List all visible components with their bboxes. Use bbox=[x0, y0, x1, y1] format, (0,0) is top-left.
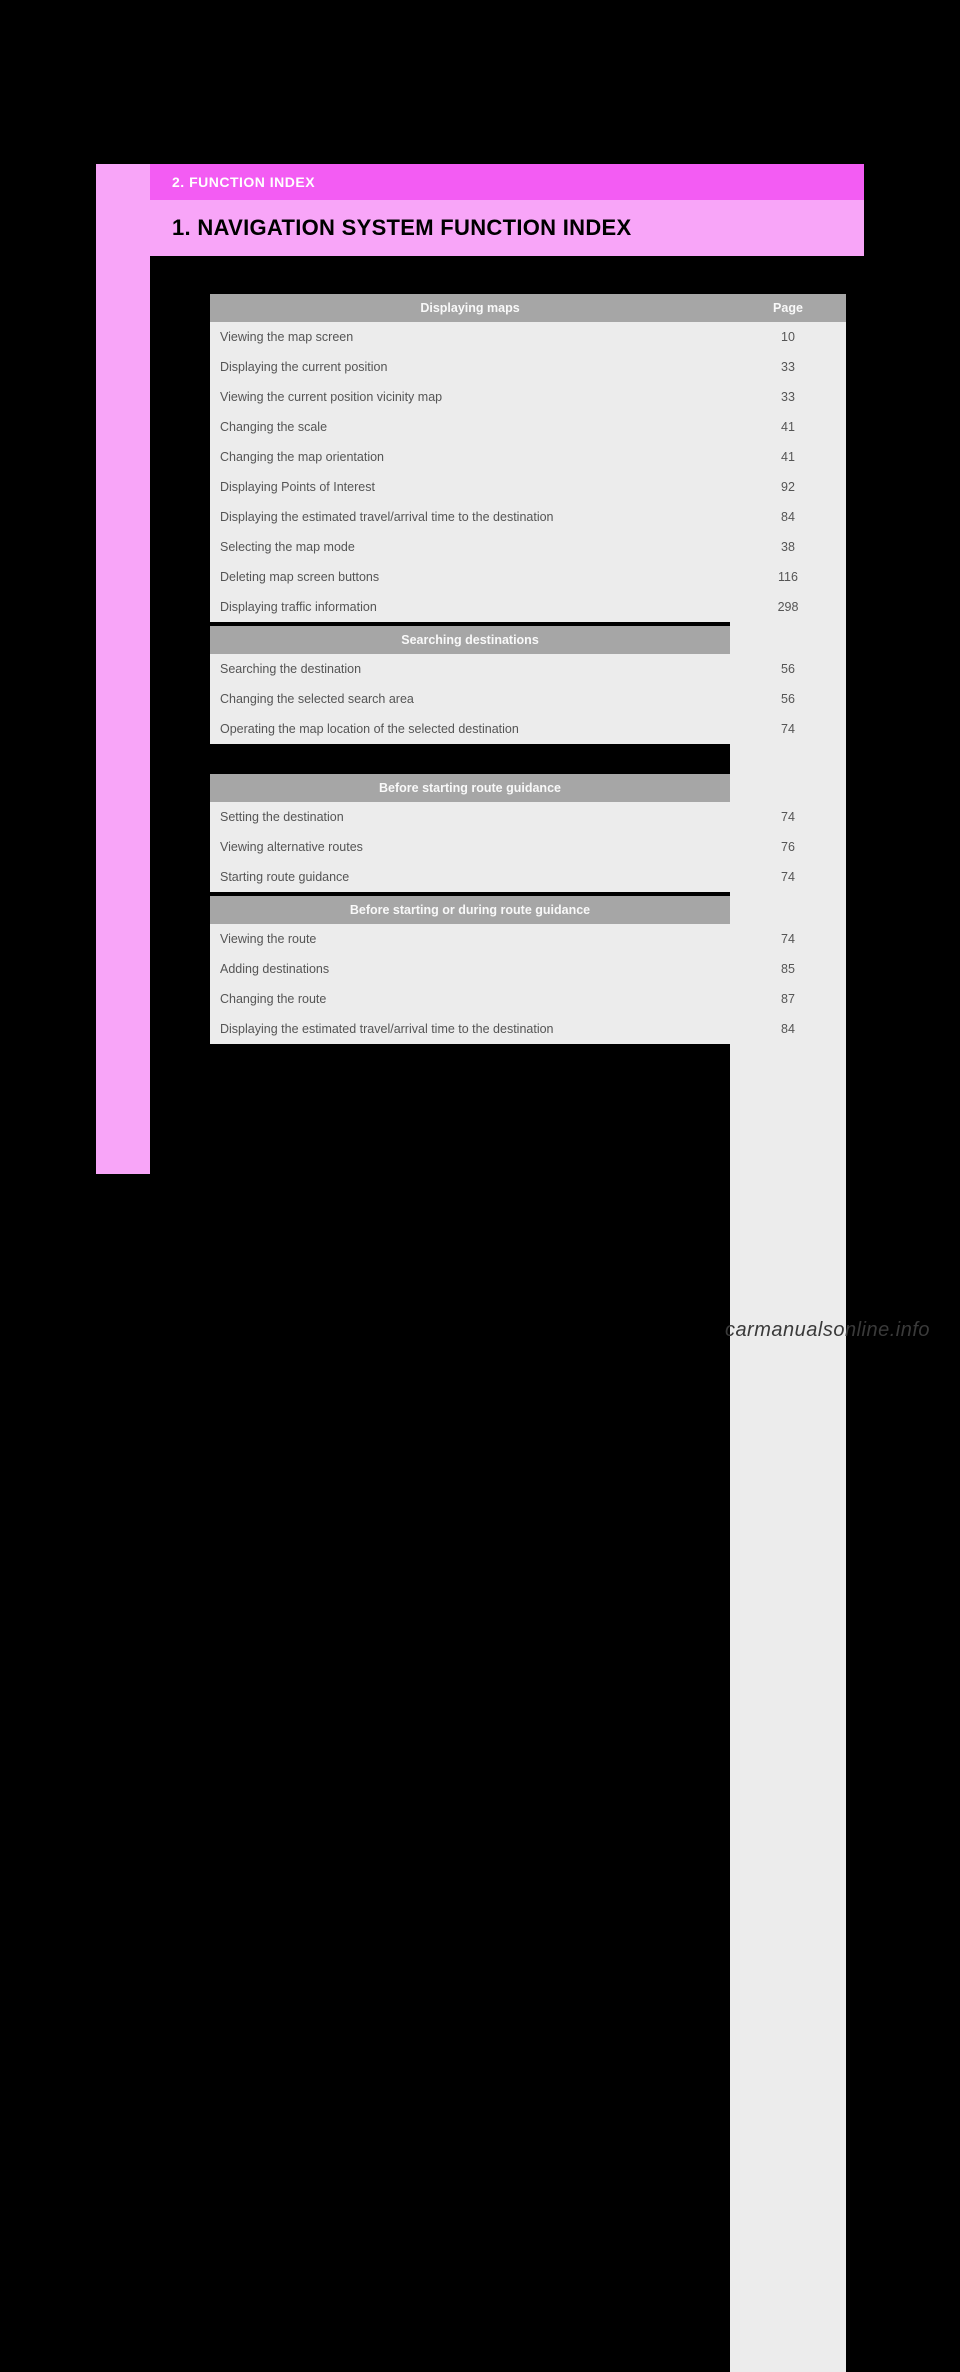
table-row: Setting the destination74 bbox=[210, 802, 846, 832]
row-label: Selecting the map mode bbox=[210, 532, 730, 562]
table-header-page: Page bbox=[730, 294, 846, 322]
row-label: Changing the route bbox=[210, 984, 730, 1014]
row-label: Displaying the estimated travel/arrival … bbox=[210, 1014, 730, 1044]
row-label: Viewing the route bbox=[210, 924, 730, 954]
row-label: Displaying Points of Interest bbox=[210, 472, 730, 502]
table-row: Changing the route87 bbox=[210, 984, 846, 1014]
row-label: Changing the scale bbox=[210, 412, 730, 442]
row-page: 84 bbox=[730, 1014, 846, 2372]
table-row: Changing the scale41 bbox=[210, 412, 846, 442]
table-header-label: Displaying maps bbox=[210, 294, 730, 322]
table-row: Searching the destination56 bbox=[210, 654, 846, 684]
index-table: Displaying mapsPageViewing the map scree… bbox=[210, 294, 846, 622]
table-row: Operating the map location of the select… bbox=[210, 714, 846, 744]
breadcrumb: 2. FUNCTION INDEX bbox=[172, 174, 315, 190]
row-label: Operating the map location of the select… bbox=[210, 714, 730, 744]
table-row: Starting route guidance74 bbox=[210, 862, 846, 892]
manual-page: 2. FUNCTION INDEX 1. NAVIGATION SYSTEM F… bbox=[0, 0, 960, 1358]
table-header-label: Before starting or during route guidance bbox=[210, 896, 730, 924]
row-label: Starting route guidance bbox=[210, 862, 730, 892]
row-label: Viewing the map screen bbox=[210, 322, 730, 352]
row-label: Adding destinations bbox=[210, 954, 730, 984]
row-label: Deleting map screen buttons bbox=[210, 562, 730, 592]
table-row: Changing the map orientation41 bbox=[210, 442, 846, 472]
table-row: Viewing the map screen10 bbox=[210, 322, 846, 352]
row-label: Setting the destination bbox=[210, 802, 730, 832]
page-header: 2. FUNCTION INDEX 1. NAVIGATION SYSTEM F… bbox=[150, 164, 864, 256]
table-row: Displaying traffic information298 bbox=[210, 592, 846, 622]
watermark: carmanualsonline.info bbox=[725, 1319, 930, 1342]
table-row: Adding destinations85 bbox=[210, 954, 846, 984]
table-row: Deleting map screen buttons116 bbox=[210, 562, 846, 592]
table-header-label: Searching destinations bbox=[210, 626, 730, 654]
table-row: Displaying the current position33 bbox=[210, 352, 846, 382]
title-bar: 1. NAVIGATION SYSTEM FUNCTION INDEX bbox=[150, 200, 864, 256]
table-row: Displaying Points of Interest92 bbox=[210, 472, 846, 502]
table-row: Selecting the map mode38 bbox=[210, 532, 846, 562]
row-label: Searching the destination bbox=[210, 654, 730, 684]
row-label: Displaying the estimated travel/arrival … bbox=[210, 502, 730, 532]
table-row: Viewing alternative routes76 bbox=[210, 832, 846, 862]
table-row: Viewing the route74 bbox=[210, 924, 846, 954]
row-label: Displaying the current position bbox=[210, 352, 730, 382]
table-row: Changing the selected search area56 bbox=[210, 684, 846, 714]
table-row: Viewing the current position vicinity ma… bbox=[210, 382, 846, 412]
row-label: Viewing the current position vicinity ma… bbox=[210, 382, 730, 412]
section-sidebar bbox=[96, 164, 150, 1174]
row-label: Viewing alternative routes bbox=[210, 832, 730, 862]
table-header-label: Before starting route guidance bbox=[210, 774, 730, 802]
breadcrumb-bar: 2. FUNCTION INDEX bbox=[150, 164, 864, 200]
row-label: Changing the selected search area bbox=[210, 684, 730, 714]
row-label: Displaying traffic information bbox=[210, 592, 730, 622]
row-label: Changing the map orientation bbox=[210, 442, 730, 472]
table-row: Displaying the estimated travel/arrival … bbox=[210, 1014, 846, 1044]
page-title: 1. NAVIGATION SYSTEM FUNCTION INDEX bbox=[172, 215, 632, 241]
content-area: Displaying mapsPageViewing the map scree… bbox=[210, 294, 846, 1048]
table-row: Displaying the estimated travel/arrival … bbox=[210, 502, 846, 532]
